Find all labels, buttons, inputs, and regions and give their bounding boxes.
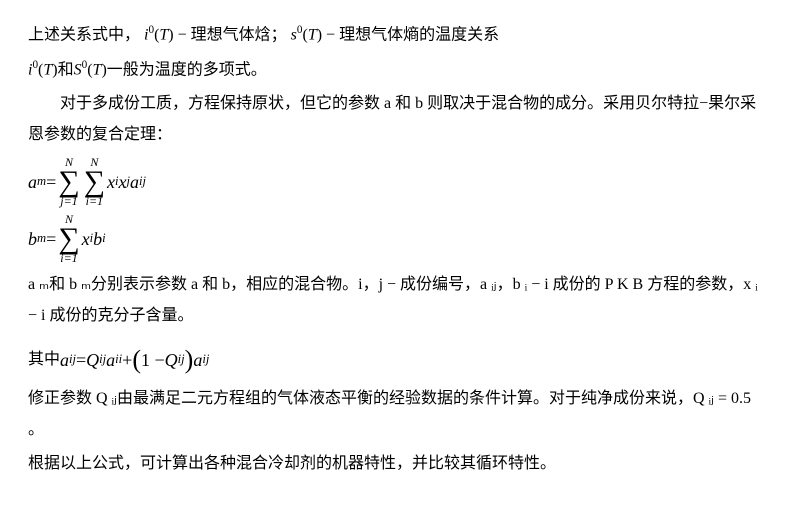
equals: = xyxy=(46,222,56,256)
sub-ij: ij xyxy=(178,348,185,372)
one-minus: 1 − xyxy=(141,343,165,377)
var-T: T xyxy=(159,26,168,43)
lhs-a: a xyxy=(28,165,37,199)
var-Q: Q xyxy=(165,343,178,377)
var-x: x xyxy=(119,165,127,199)
sigma-icon: ∑ xyxy=(84,168,105,195)
var-S: S xyxy=(74,61,82,78)
sum-bot: j=1 xyxy=(58,195,79,207)
var-a: a xyxy=(60,343,69,377)
paragraph-6: 修正参数 Q ᵢⱼ由最满足二元方程组的气体液态平衡的经验数据的条件计算。对于纯净… xyxy=(28,384,762,445)
var-x: x xyxy=(82,222,90,256)
var-T: T xyxy=(308,26,317,43)
var-b: b xyxy=(93,222,102,256)
equation-am: am = N ∑ j=1 N ∑ i=1 xi xj aij xyxy=(28,156,762,207)
paren-open-icon: ( xyxy=(132,335,141,384)
sum-bot: i=1 xyxy=(84,195,105,207)
sub-ii: ii xyxy=(115,348,122,372)
sub-ij: ij xyxy=(202,348,209,372)
sub-ij: ij xyxy=(99,348,106,372)
sigma-icon: ∑ xyxy=(58,168,79,195)
text: 和 xyxy=(58,61,74,78)
var-a: a xyxy=(106,343,115,377)
sub-ij: ij xyxy=(69,348,76,372)
sub-m: m xyxy=(37,227,46,251)
text: 上述关系式中， xyxy=(28,26,140,43)
lhs-b: b xyxy=(28,222,37,256)
equation-bm: bm = N ∑ i=1 xi bi xyxy=(28,213,762,264)
text: 一般为温度的多项式。 xyxy=(107,61,267,78)
paragraph-4: a ₘ和 b ₘ分别表示参数 a 和 b，相应的混合物。i，j − 成份编号，a… xyxy=(28,270,762,331)
equals: = xyxy=(46,165,56,199)
paragraph-1: 上述关系式中， i0(T) − 理想气体焓； s0(T) − 理想气体熵的温度关… xyxy=(28,20,762,51)
sub-i: i xyxy=(102,227,106,251)
sup-0: 0 xyxy=(82,59,88,71)
text: − 理想气体熵的温度关系 xyxy=(326,26,499,43)
sigma-3: N ∑ i=1 xyxy=(58,213,79,264)
plus: + xyxy=(122,343,132,377)
sup-0: 0 xyxy=(297,24,303,36)
equation-aij: 其中 aij = Qij aii + ( 1 − Qij ) aij xyxy=(28,335,762,384)
sub-m: m xyxy=(37,170,46,194)
sub-ij: ij xyxy=(139,170,146,194)
sup-0: 0 xyxy=(32,59,38,71)
text: − 理想气体焓； xyxy=(178,26,287,43)
var-a: a xyxy=(193,343,202,377)
sup-0: 0 xyxy=(148,24,154,36)
text: 其中 xyxy=(28,345,60,375)
sum-bot: i=1 xyxy=(58,252,79,264)
paragraph-7: 根据以上公式，可计算出各种混合冷却剂的机器特性，并比较其循环特性。 xyxy=(28,449,762,479)
var-T: T xyxy=(93,61,102,78)
paragraph-3: 对于多成份工质，方程保持原状，但它的参数 a 和 b 则取决于混合物的成分。采用… xyxy=(28,89,762,150)
equals: = xyxy=(76,343,86,377)
var-Q: Q xyxy=(86,343,99,377)
sigma-2: N ∑ i=1 xyxy=(84,156,105,207)
var-x: x xyxy=(107,165,115,199)
sigma-1: N ∑ j=1 xyxy=(58,156,79,207)
var-T: T xyxy=(43,61,52,78)
sigma-icon: ∑ xyxy=(58,225,79,252)
paragraph-2: i0(T)和S0(T)一般为温度的多项式。 xyxy=(28,55,762,86)
var-a: a xyxy=(130,165,139,199)
paren-close-icon: ) xyxy=(185,335,194,384)
